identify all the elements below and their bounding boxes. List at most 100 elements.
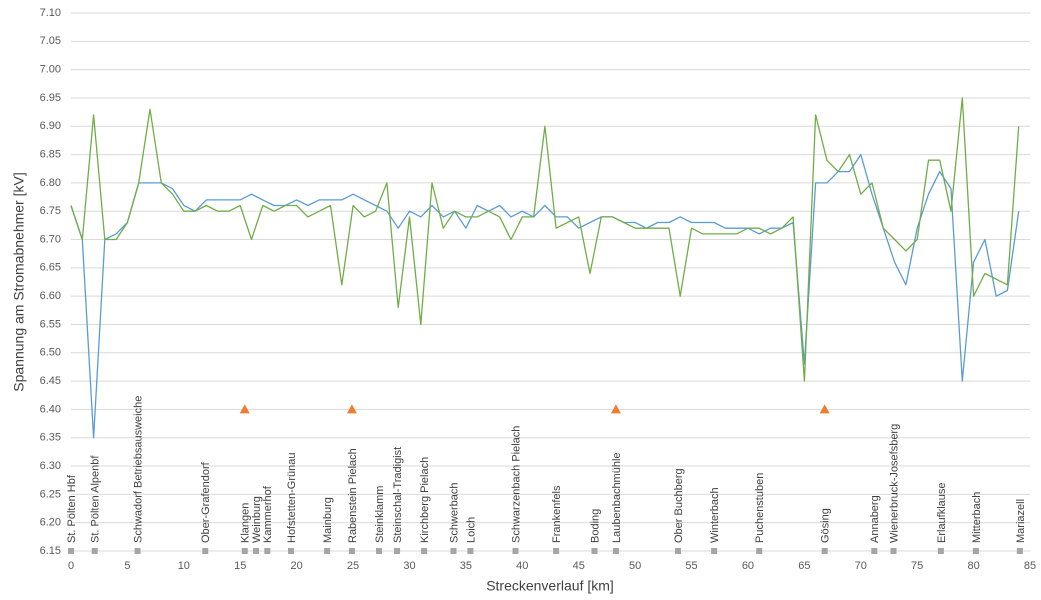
station-label: Steinklamm (374, 486, 386, 543)
y-tick-label: 6.65 (40, 262, 61, 274)
station-label: Klangen (240, 503, 252, 543)
station-label: Puchenstuben (754, 473, 766, 543)
series-line (70, 97, 1020, 382)
station-label: Laubenbachmühle (611, 452, 623, 543)
station-label: Ober-Grafendorf (200, 461, 212, 543)
station-marker (348, 548, 355, 554)
x-tick-label: 85 (1024, 560, 1036, 572)
y-tick-label: 6.20 (40, 517, 61, 529)
station-label: Loich (465, 517, 477, 543)
station-marker (890, 548, 897, 554)
station-label: St. Pölten Hbf (66, 474, 78, 543)
y-tick-label: 6.30 (40, 460, 61, 472)
x-tick-label: 0 (68, 560, 74, 572)
station-marker (376, 548, 383, 554)
station-label: Rabenstein Pielach (347, 448, 359, 543)
station-label: Frankenfels (551, 485, 563, 543)
station-marker (756, 548, 763, 554)
station-label: Mariazell (1015, 499, 1027, 543)
station-label: Kammerhof (262, 485, 274, 543)
x-tick-label: 60 (742, 560, 754, 572)
x-tick-label: 70 (855, 560, 867, 572)
station-label: Annaberg (869, 495, 881, 543)
station-marker (68, 548, 74, 554)
x-tick-label: 30 (403, 560, 415, 572)
series-line (70, 153, 1020, 439)
station-label: Erlaufklause (936, 482, 948, 543)
station-label: Hofstetten-Grünau (286, 453, 298, 544)
station-marker (324, 548, 331, 554)
station-marker (202, 548, 209, 554)
station-marker (241, 548, 248, 554)
x-axis-title: Streckenverlauf [km] (486, 578, 614, 594)
station-marker (591, 548, 598, 554)
station-marker (394, 548, 401, 554)
station-marker (1016, 548, 1023, 554)
marker-triangle (610, 404, 621, 414)
marker-triangle (819, 404, 830, 414)
x-tick-label: 45 (573, 560, 585, 572)
station-marker (253, 548, 260, 554)
station-label: Gösing (820, 508, 832, 543)
station-label: Kirchberg Pielach (419, 457, 431, 543)
station-marker (512, 548, 519, 554)
station-marker (972, 548, 979, 554)
station-marker (450, 548, 457, 554)
y-tick-label: 6.40 (40, 403, 61, 415)
station-label: Mainburg (322, 497, 334, 543)
x-tick-label: 15 (234, 560, 246, 572)
y-tick-label: 6.60 (40, 290, 61, 302)
y-tick-label: 6.25 (40, 488, 61, 500)
y-tick-label: 6.45 (40, 375, 61, 387)
marker-triangle (346, 404, 357, 414)
station-marker (871, 548, 878, 554)
station-label: Wienerbruck-Josefsberg (888, 424, 900, 543)
station-label: Winterbach (709, 487, 721, 543)
x-tick-label: 35 (460, 560, 472, 572)
station-marker (821, 548, 828, 554)
station-marker (91, 548, 98, 554)
station-label: Boding (589, 509, 601, 543)
y-tick-label: 6.35 (40, 432, 61, 444)
station-marker (937, 548, 944, 554)
station-marker (467, 548, 474, 554)
y-tick-label: 6.70 (40, 233, 61, 245)
y-tick-label: 7.10 (40, 7, 61, 19)
y-tick-label: 6.15 (40, 545, 61, 557)
station-marker (134, 548, 141, 554)
station-label: Schwerbach (448, 482, 460, 543)
station-label: Mitterbach (971, 492, 983, 543)
y-tick-label: 6.95 (40, 92, 61, 104)
station-marker (288, 548, 295, 554)
station-label: Steinschal-Tradigist (392, 447, 404, 543)
x-tick-label: 50 (629, 560, 641, 572)
x-tick-label: 75 (911, 560, 923, 572)
x-tick-label: 65 (798, 560, 810, 572)
station-label: Ober Buchberg (673, 468, 685, 543)
station-marker (674, 548, 681, 554)
x-tick-label: 40 (516, 560, 528, 572)
station-label: St. Pölten Alpenbf (90, 455, 102, 543)
x-tick-label: 5 (124, 560, 130, 572)
station-label: Schwarzenbach Pielach (510, 426, 522, 543)
x-tick-label: 20 (291, 560, 303, 572)
station-label: Weinburg (251, 496, 263, 543)
station-marker (421, 548, 428, 554)
x-tick-label: 10 (178, 560, 190, 572)
x-tick-label: 80 (967, 560, 979, 572)
y-tick-label: 7.00 (40, 64, 61, 76)
station-marker (553, 548, 560, 554)
station-label: Schwadorf Betriebsausweiche (132, 396, 144, 543)
y-tick-label: 6.80 (40, 177, 61, 189)
station-marker (711, 548, 718, 554)
y-tick-label: 6.85 (40, 148, 61, 160)
marker-triangle (239, 404, 250, 414)
y-axis-title: Spannung am Stromabnehmer [kV] (11, 172, 27, 391)
y-tick-label: 6.90 (40, 120, 61, 132)
station-marker (264, 548, 271, 554)
y-tick-label: 6.55 (40, 318, 61, 330)
station-marker (612, 548, 619, 554)
y-tick-label: 6.50 (40, 347, 61, 359)
y-tick-label: 6.75 (40, 205, 61, 217)
